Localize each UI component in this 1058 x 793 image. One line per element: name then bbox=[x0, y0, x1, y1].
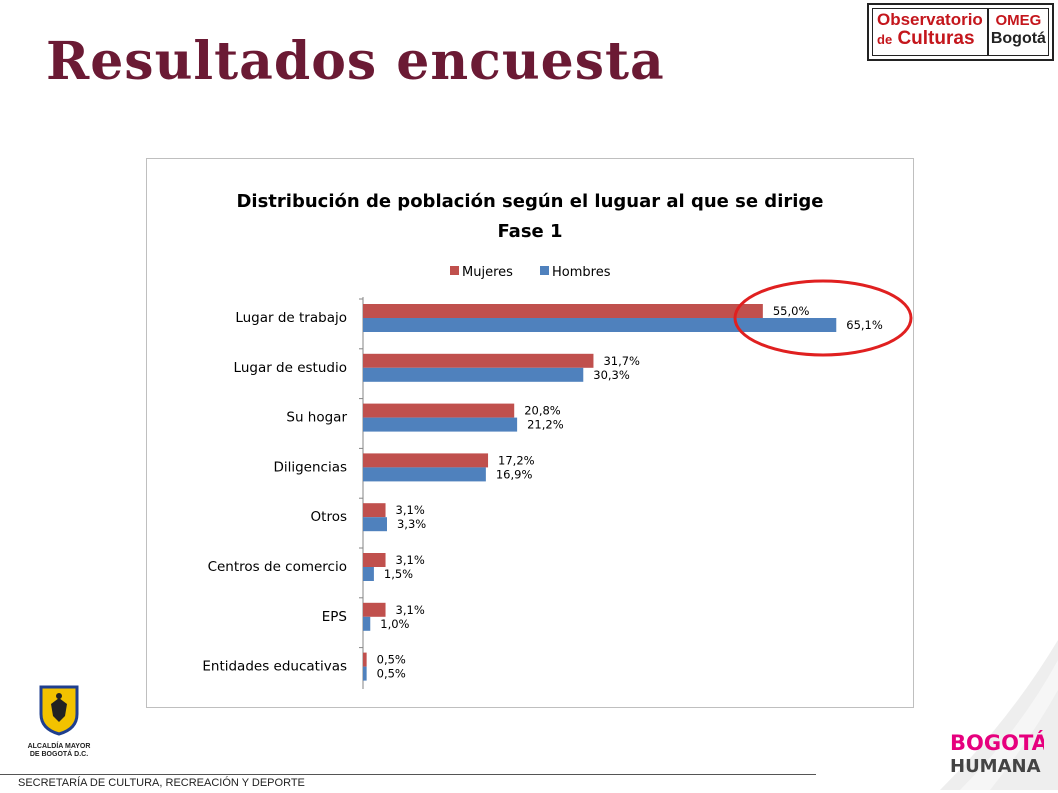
bar-hombres bbox=[363, 616, 371, 631]
footer-text: SECRETARÍA DE CULTURA, RECREACIÓN Y DEPO… bbox=[18, 777, 305, 789]
logo-bogota-text: Bogotá bbox=[990, 29, 1046, 47]
bar-hombres bbox=[363, 417, 518, 432]
logo-observatorio-text: Observatorio bbox=[877, 10, 983, 29]
data-label-hombres: 65,1% bbox=[846, 318, 883, 332]
coat-of-arms-icon bbox=[39, 685, 79, 736]
category-label: Centros de comercio bbox=[208, 559, 347, 575]
chart-subtitle: Fase 1 bbox=[497, 221, 562, 242]
category-label: Su hogar bbox=[286, 410, 347, 426]
data-label-hombres: 30,3% bbox=[593, 368, 630, 382]
category-label: Lugar de trabajo bbox=[235, 310, 347, 326]
data-label-mujeres: 3,1% bbox=[396, 553, 425, 567]
bar-mujeres bbox=[363, 652, 367, 667]
data-label-hombres: 0,5% bbox=[377, 667, 406, 681]
bar-hombres bbox=[363, 367, 584, 382]
bar-mujeres bbox=[363, 403, 515, 418]
bar-mujeres bbox=[363, 553, 386, 567]
bh-line1: BOGOTÁ bbox=[950, 730, 1044, 755]
bar-hombres bbox=[363, 318, 837, 332]
alcaldia-logo: ALCALDÍA MAYOR DE BOGOTÁ D.C. bbox=[16, 684, 102, 760]
logo-culturas-text: Culturas bbox=[897, 27, 975, 49]
legend-label-mujeres: Mujeres bbox=[462, 265, 513, 280]
data-label-hombres: 1,5% bbox=[384, 567, 413, 581]
bar-mujeres bbox=[363, 503, 386, 518]
bar-hombres bbox=[363, 666, 367, 681]
legend-swatch-hombres bbox=[540, 266, 549, 275]
legend-swatch-mujeres bbox=[450, 266, 459, 275]
chart-container: Distribución de población según el lugua… bbox=[146, 158, 914, 708]
alcaldia-line2: DE BOGOTÁ D.C. bbox=[29, 751, 89, 759]
data-label-hombres: 21,2% bbox=[527, 418, 564, 432]
data-label-mujeres: 55,0% bbox=[773, 304, 810, 318]
data-label-mujeres: 0,5% bbox=[377, 653, 406, 667]
highlight-circle bbox=[733, 279, 913, 357]
bar-mujeres bbox=[363, 353, 594, 368]
observatorio-culturas-logo: Observatorio de Culturas OMEG Bogotá bbox=[867, 3, 1054, 61]
bar-hombres bbox=[363, 517, 387, 532]
bar-hombres bbox=[363, 467, 486, 482]
bar-mujeres bbox=[363, 453, 489, 468]
data-label-mujeres: 3,1% bbox=[396, 603, 425, 617]
logo-de-text: de bbox=[877, 31, 893, 47]
data-label-mujeres: 3,1% bbox=[396, 503, 425, 517]
data-label-mujeres: 17,2% bbox=[498, 453, 535, 467]
category-label: Otros bbox=[311, 509, 347, 525]
footer-divider bbox=[0, 774, 816, 775]
logo-omeg-text: OMEG bbox=[995, 12, 1042, 29]
slide-title: Resultados encuesta bbox=[46, 31, 665, 92]
data-label-mujeres: 20,8% bbox=[524, 404, 561, 418]
bogota-humana-logo: BOGOTÁ HUMANA bbox=[950, 730, 1044, 776]
data-label-hombres: 1,0% bbox=[380, 617, 409, 631]
alcaldia-line1: ALCALDÍA MAYOR bbox=[27, 743, 91, 750]
category-label: Lugar de estudio bbox=[234, 360, 347, 376]
bh-line2: HUMANA bbox=[950, 756, 1041, 776]
category-label: Entidades educativas bbox=[202, 659, 347, 675]
category-label: EPS bbox=[322, 609, 347, 625]
legend-label-hombres: Hombres bbox=[552, 265, 611, 280]
bar-mujeres bbox=[363, 602, 386, 617]
bar-chart: Distribución de población según el lugua… bbox=[202, 191, 913, 689]
data-label-mujeres: 31,7% bbox=[603, 354, 640, 368]
decorative-swoosh bbox=[940, 640, 1058, 790]
bar-mujeres bbox=[363, 304, 763, 318]
category-label: Diligencias bbox=[273, 459, 347, 475]
bar-hombres bbox=[363, 567, 374, 581]
chart-title: Distribución de población según el lugua… bbox=[236, 191, 823, 212]
data-label-hombres: 16,9% bbox=[496, 467, 533, 481]
data-label-hombres: 3,3% bbox=[397, 517, 426, 531]
